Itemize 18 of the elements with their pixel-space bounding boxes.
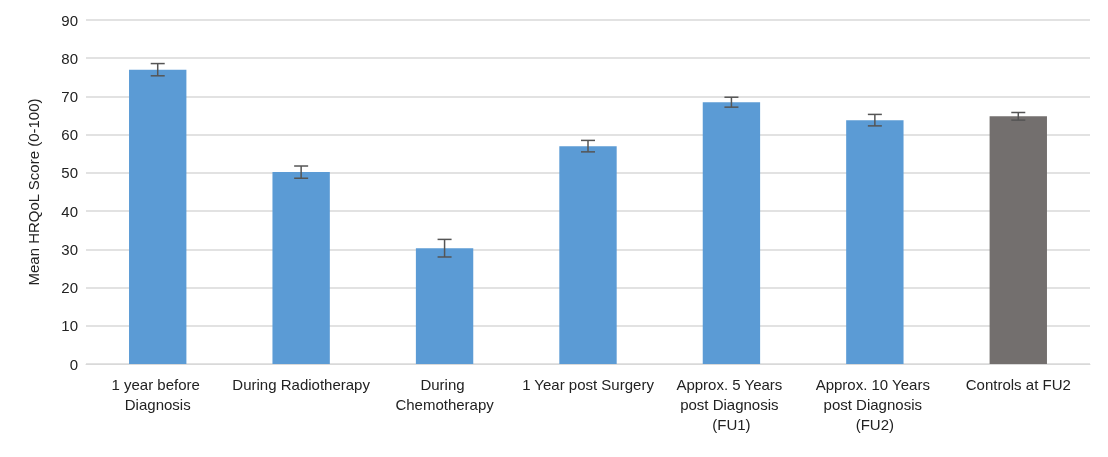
x-tick-label: During Chemotherapy [395,375,495,413]
y-tick-label: 40 [61,202,78,220]
x-tick-label: During Radiotherapy [232,375,371,393]
y-tick-label: 30 [61,240,78,258]
y-tick-label: 90 [61,11,78,29]
y-tick-label: 80 [61,49,78,67]
y-tick-label: 50 [61,164,78,182]
y-tick-label: 0 [69,355,78,373]
y-tick-label: 10 [61,317,78,335]
x-tick-label: 1 year before Diagnosis [111,375,204,413]
x-tick-label: 1 Year post Surgery [522,375,655,393]
y-axis-title: Mean HRQoL Score (0-100) [25,98,42,286]
y-tick-label: 70 [61,87,78,105]
y-tick-label: 60 [61,126,78,144]
x-tick-label: Controls at FU2 [965,375,1071,393]
y-tick-label: 20 [61,279,78,297]
x-tick-label: Approx. 5 Years post Diagnosis (FU1) [676,375,787,433]
x-tick-label: Approx. 10 Years post Diagnosis (FU2) [815,375,935,433]
